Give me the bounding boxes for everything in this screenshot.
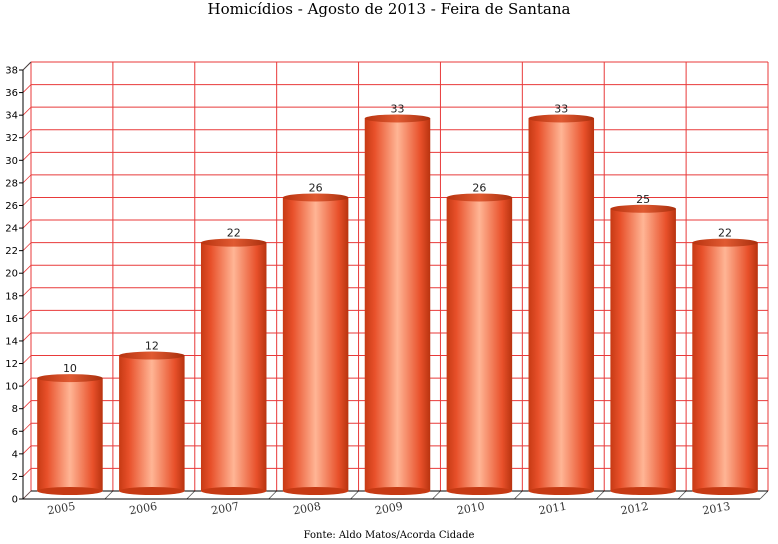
source-note: Fonte: Aldo Matos/Acorda Cidade (303, 530, 475, 541)
y-tick-label: 14 (5, 336, 18, 347)
gridline-depth (22, 422, 32, 432)
gridline-depth (22, 287, 32, 297)
floor-line (186, 490, 196, 500)
gridline-depth (22, 264, 32, 274)
gridline-depth (22, 332, 32, 342)
x-tick-label: 2011 (538, 500, 568, 518)
y-tick-label: 8 (12, 404, 18, 415)
gridline-depth (22, 219, 32, 229)
gridline-depth (22, 310, 32, 319)
y-tick-label: 6 (12, 427, 18, 438)
floor-line (432, 490, 441, 500)
y-tick-label: 34 (5, 111, 18, 122)
gridline-depth (22, 400, 32, 409)
y-tick-label: 2 (12, 472, 18, 483)
x-tick-label: 2013 (702, 500, 732, 518)
y-tick-label: 4 (12, 449, 18, 460)
gridline-depth (22, 197, 32, 206)
y-tick-label: 22 (5, 246, 18, 257)
chart-title: Homicídios - Agosto de 2013 - Feira de S… (207, 0, 571, 18)
y-tick-label: 36 (5, 88, 18, 99)
y-tick-label: 30 (5, 156, 18, 167)
data-label: 22 (718, 227, 732, 240)
gridline-depth (22, 468, 32, 477)
bar-2012 (610, 204, 676, 495)
x-tick-label: 2006 (128, 500, 158, 518)
bar-2008 (282, 193, 349, 495)
y-tick-label: 38 (5, 66, 18, 77)
gridline-depth (22, 106, 32, 116)
x-tick-label: 2010 (456, 500, 486, 518)
data-label: 26 (309, 181, 323, 194)
bar-2010 (446, 193, 513, 495)
data-label: 26 (472, 181, 486, 194)
data-label: 12 (145, 340, 159, 353)
data-label: 33 (554, 102, 568, 115)
floor-line (677, 490, 687, 500)
floor-line (104, 490, 114, 500)
floor-line (268, 490, 277, 500)
floor-line (350, 490, 359, 500)
gridline-depth (22, 129, 32, 139)
gridline-depth (22, 377, 32, 387)
x-tick-label: 2005 (46, 500, 76, 518)
bar-2011 (528, 114, 595, 495)
y-tick-label: 20 (5, 269, 18, 280)
x-tick-label: 2012 (620, 500, 650, 518)
floor-line (595, 490, 605, 500)
data-label: 33 (391, 102, 405, 115)
y-tick-label: 12 (5, 359, 18, 370)
bar-2009 (364, 114, 431, 495)
y-tick-label: 16 (5, 314, 18, 325)
y-tick-label: 32 (5, 133, 18, 144)
bar-2007 (200, 238, 267, 495)
x-tick-label: 2007 (210, 500, 240, 518)
data-label: 10 (63, 362, 77, 375)
floor-line (759, 490, 769, 500)
bar-2005 (37, 374, 103, 495)
x-tick-label: 2008 (292, 500, 322, 518)
depth-edge-top (22, 61, 32, 71)
gridline-depth (22, 84, 32, 93)
bar-2006 (119, 351, 185, 495)
bars (37, 114, 758, 495)
data-label: 25 (636, 193, 650, 206)
x-tick-label: 2009 (374, 500, 404, 518)
gridline-depth (22, 174, 32, 184)
y-tick-label: 28 (5, 178, 18, 189)
floor-line (22, 490, 32, 500)
bar-2013 (692, 238, 758, 495)
gridline-depth (22, 152, 32, 161)
y-tick-label: 24 (5, 224, 18, 235)
floor-line (514, 490, 523, 500)
gridline-depth (22, 242, 32, 251)
labels: 0246810121416182022242628303234363810200… (5, 66, 732, 518)
gridline-depth (22, 445, 32, 455)
y-tick-label: 0 (12, 495, 18, 506)
y-tick-label: 18 (5, 291, 18, 302)
gridline-depth (22, 355, 32, 364)
y-tick-label: 10 (5, 382, 18, 393)
y-tick-label: 26 (5, 201, 18, 212)
data-label: 22 (227, 227, 241, 240)
